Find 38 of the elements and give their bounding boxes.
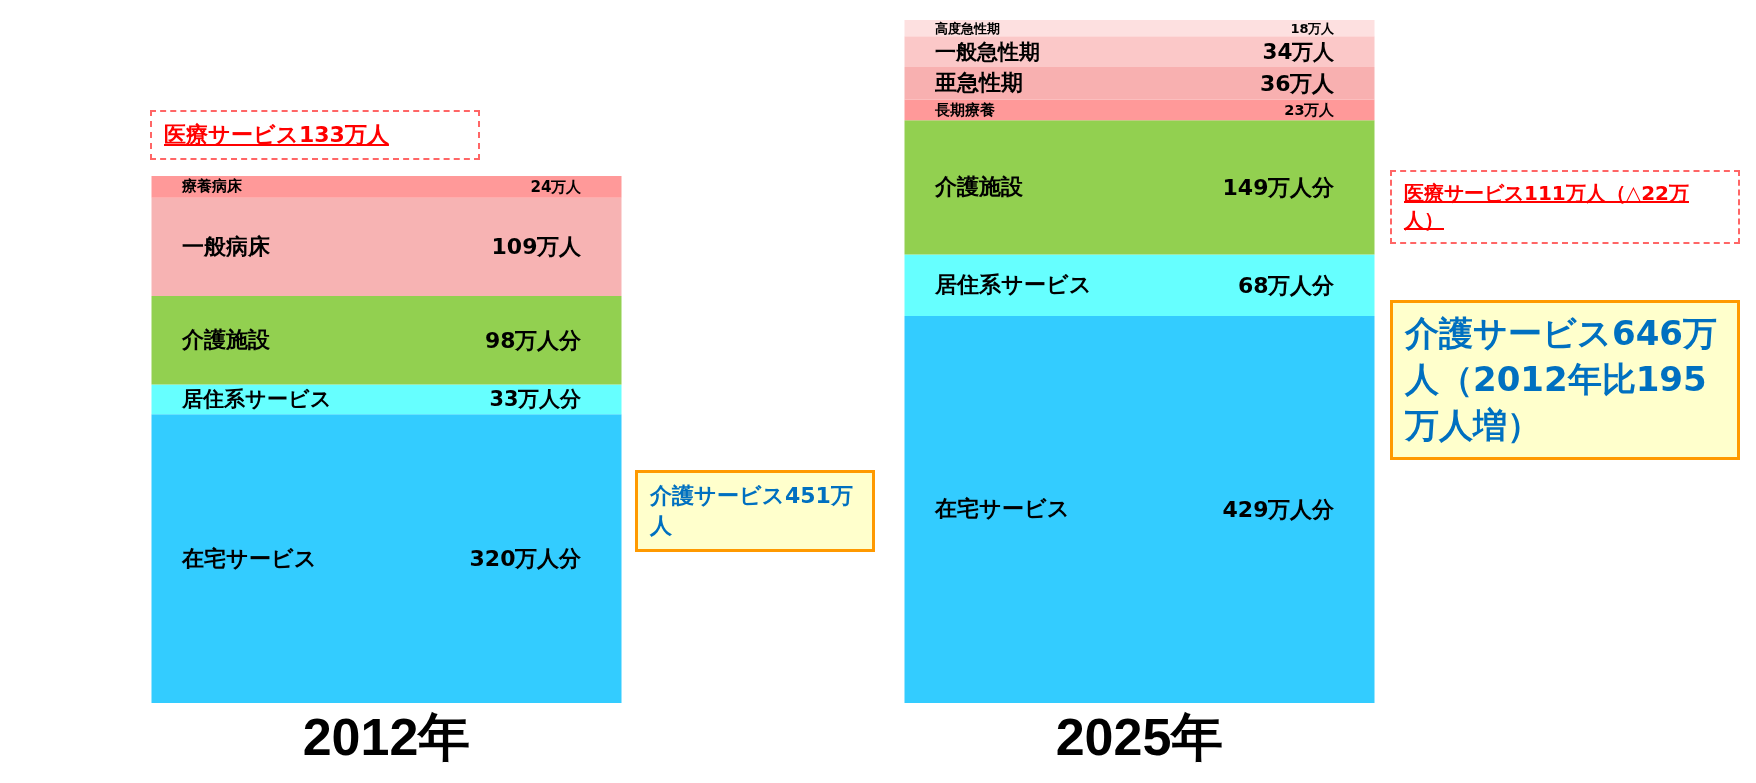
text: 在宅サービス bbox=[934, 496, 1070, 522]
data-label: 33万人分 bbox=[489, 387, 583, 412]
data-label: 34万人 bbox=[1262, 39, 1336, 65]
series-label: 療養病床 bbox=[181, 177, 242, 196]
series-label: 居住系サービス bbox=[181, 386, 332, 411]
annotation: 医療サービス133万人 bbox=[150, 110, 480, 160]
series-label: 長期療養 bbox=[934, 101, 995, 118]
text: 居住系サービス bbox=[934, 272, 1092, 298]
series-label: 一般急性期 bbox=[934, 38, 1040, 64]
series-label: 介護施設 bbox=[181, 327, 270, 353]
bar bbox=[904, 315, 1375, 703]
data-label: 98万人分 bbox=[484, 327, 583, 353]
data-label: 24万人 bbox=[530, 177, 583, 196]
data-label: 109万人 bbox=[491, 234, 583, 260]
bar bbox=[151, 176, 622, 198]
x-tick-label: 2025年 bbox=[1055, 708, 1224, 766]
x-tick-label: 2012年 bbox=[302, 708, 471, 766]
data-label: 36万人 bbox=[1259, 70, 1336, 96]
annotation: 介護サービス451万人 bbox=[635, 470, 875, 552]
annotation: 介護サービス646万人（2012年比195万人増） bbox=[1390, 300, 1740, 460]
bar bbox=[151, 296, 622, 385]
bar bbox=[904, 254, 1375, 316]
bar bbox=[904, 99, 1375, 121]
bar bbox=[904, 120, 1375, 255]
data-label: 18万人 bbox=[1290, 20, 1336, 36]
series-label: 亜急性期 bbox=[934, 70, 1023, 96]
bar bbox=[151, 414, 622, 703]
data-label: 320万人分 bbox=[469, 546, 583, 572]
series-label: 在宅サービス bbox=[181, 545, 317, 571]
data-label: 429万人分 bbox=[1222, 496, 1336, 522]
data-label: 68万人分 bbox=[1237, 272, 1336, 298]
series-label: 高度急性期 bbox=[934, 20, 1000, 36]
data-label: 23万人 bbox=[1284, 101, 1336, 118]
text: 介護施設 bbox=[934, 174, 1023, 200]
series-label: 一般病床 bbox=[181, 233, 270, 259]
data-label: 149万人分 bbox=[1222, 174, 1336, 200]
bar bbox=[151, 197, 622, 297]
annotation: 医療サービス111万人（△22万人） bbox=[1390, 170, 1740, 244]
